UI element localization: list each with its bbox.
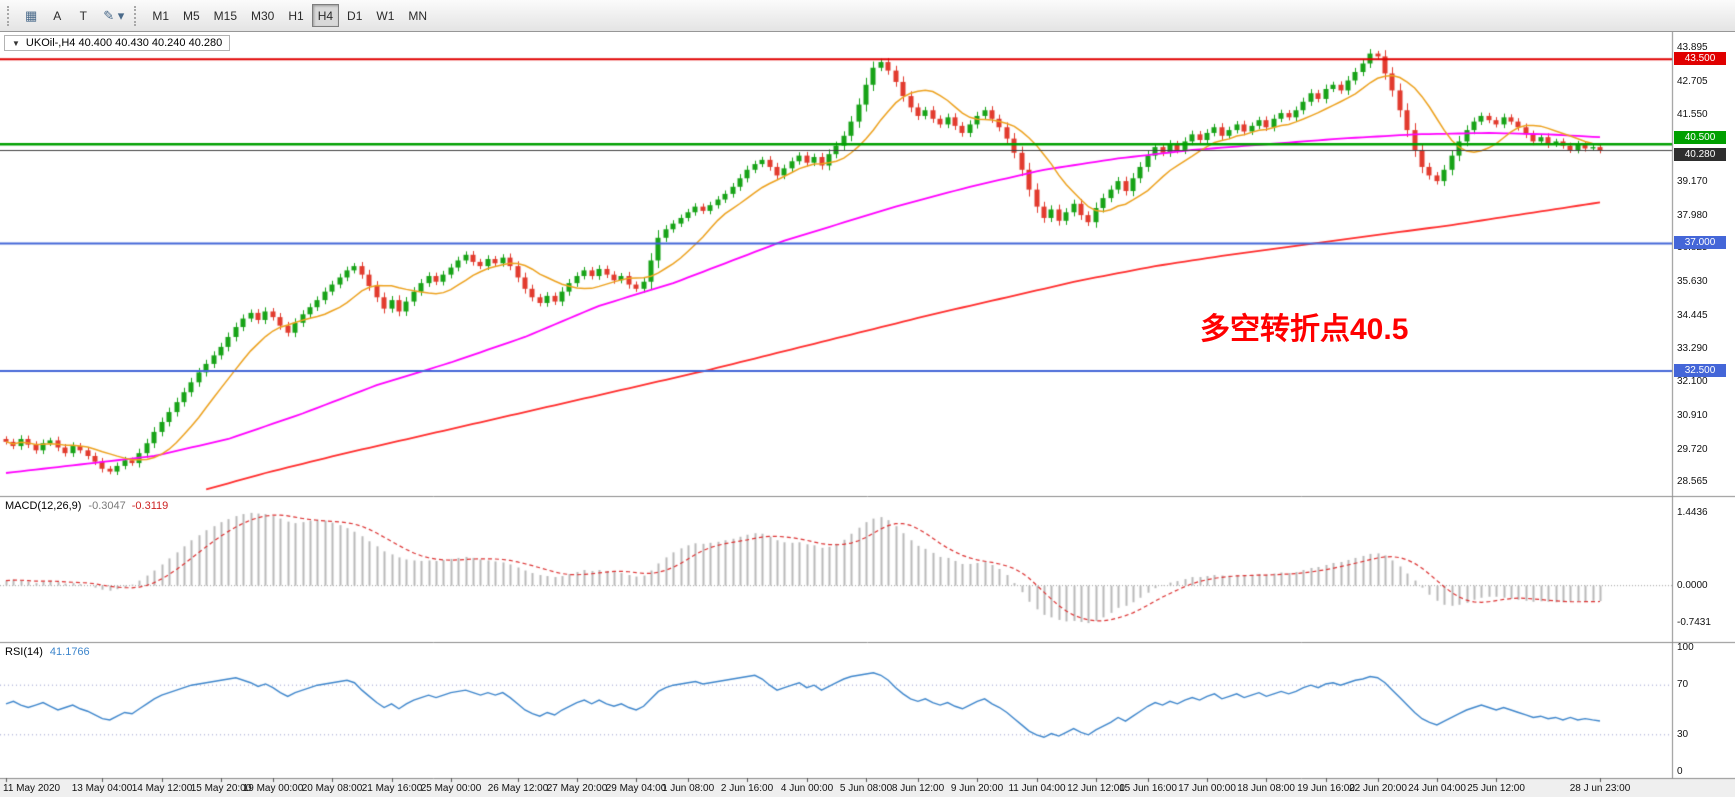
rsi-panel-label: RSI(14) 41.1766 [5, 646, 90, 658]
symbol-ohlc-text: UKOil-,H4 40.400 40.430 40.240 40.280 [25, 37, 223, 49]
rsi-title: RSI(14) [5, 646, 43, 658]
timeframe-button-m1[interactable]: M1 [146, 4, 175, 27]
price-axis[interactable] [1672, 32, 1735, 778]
timeframe-button-mn[interactable]: MN [402, 4, 433, 27]
chart-grid-icon[interactable]: ▦ [19, 4, 43, 27]
toolbar-grip[interactable] [7, 5, 12, 26]
chart-window: ▼ UKOil-,H4 40.400 40.430 40.240 40.280 … [0, 32, 1735, 797]
timeframe-button-h4[interactable]: H4 [311, 4, 340, 27]
macd-signal-value: -0.3119 [131, 500, 169, 512]
draw-tool-dropdown-button[interactable]: ✎ ▾ [97, 4, 130, 27]
letter-a-button[interactable]: A [45, 4, 69, 27]
timeframe-button-m15[interactable]: M15 [208, 4, 243, 27]
timeframe-button-m5[interactable]: M5 [177, 4, 206, 27]
timeframe-button-w1[interactable]: W1 [370, 4, 400, 27]
collapse-arrow-icon[interactable]: ▼ [12, 38, 20, 48]
timeframe-button-d1[interactable]: D1 [341, 4, 368, 27]
chart-canvas[interactable] [0, 32, 1735, 797]
timeframe-button-h1[interactable]: H1 [282, 4, 309, 27]
time-axis[interactable] [0, 778, 1735, 797]
macd-title: MACD(12,26,9) [5, 500, 82, 512]
toolbar-grip[interactable] [134, 5, 139, 26]
macd-main-value: -0.3047 [88, 500, 126, 512]
chart-annotation-text: 多空转折点40.5 [1200, 313, 1409, 346]
timeframe-buttons: M1 M5 M15 M30 H1 H4 D1 W1 MN [145, 4, 434, 27]
timeframe-button-m30[interactable]: M30 [245, 4, 280, 27]
symbol-info-bar[interactable]: ▼ UKOil-,H4 40.400 40.430 40.240 40.280 [4, 35, 231, 51]
macd-panel-label: MACD(12,26,9) -0.3047 -0.3119 [5, 500, 168, 512]
letter-t-button[interactable]: T [71, 4, 95, 27]
toolbar: ▦ A T ✎ ▾ M1 M5 M15 M30 H1 H4 D1 W1 MN [0, 0, 1735, 32]
rsi-value: 41.1766 [49, 646, 90, 658]
